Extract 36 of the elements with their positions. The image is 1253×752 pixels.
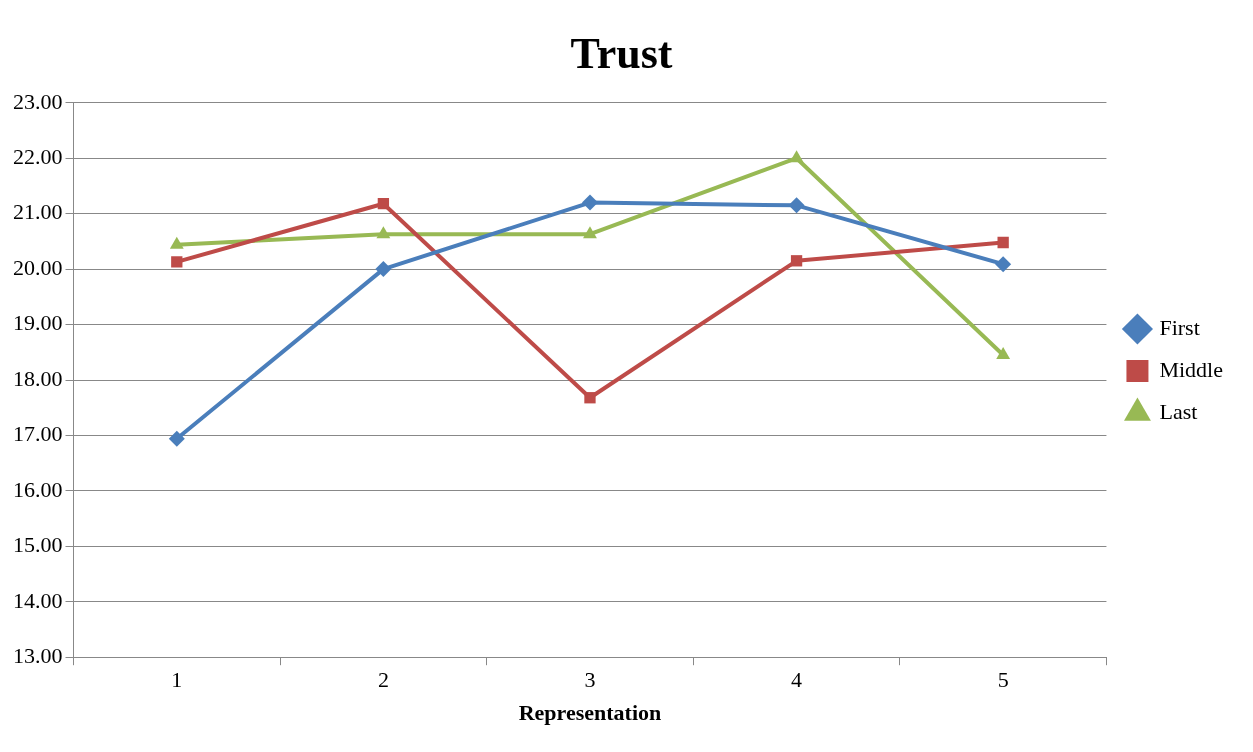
y-tick-label: 20.00 — [13, 254, 63, 280]
x-axis-title: Representation — [518, 700, 662, 726]
point — [790, 255, 803, 267]
point — [376, 226, 391, 239]
point — [169, 236, 184, 249]
y-tick-label: 18.00 — [13, 365, 63, 391]
point — [168, 430, 185, 447]
point — [995, 256, 1012, 273]
x-tick-label: 1 — [171, 667, 183, 693]
y-tick-label: 23.00 — [13, 88, 63, 114]
legend-label: Last — [1159, 398, 1198, 424]
y-tick-label: 21.00 — [13, 199, 63, 225]
y-tick-label: 19.00 — [13, 310, 63, 336]
y-tick-label: 15.00 — [13, 532, 63, 558]
x-tick-label: 3 — [584, 667, 596, 693]
y-tick-label: 16.00 — [13, 476, 63, 502]
point — [584, 392, 596, 404]
y-tick-label: 17.00 — [13, 421, 63, 447]
point — [997, 236, 1009, 249]
x-tick-label: 5 — [997, 667, 1009, 693]
chart-title: Trust — [570, 28, 673, 78]
point — [171, 256, 183, 268]
point — [583, 226, 597, 239]
point — [788, 197, 805, 214]
y-tick-label: 14.00 — [13, 587, 63, 613]
point — [375, 261, 392, 278]
point — [789, 150, 804, 163]
point — [996, 347, 1011, 360]
point — [581, 194, 598, 211]
y-tick-label: 22.00 — [13, 144, 63, 170]
y-tick-label: 13.00 — [13, 642, 63, 668]
x-tick-label: 2 — [377, 667, 389, 693]
legend-label: Middle — [1159, 356, 1224, 382]
x-tick-label: 4 — [791, 667, 803, 693]
legend-label: First — [1159, 314, 1200, 340]
point — [377, 198, 390, 210]
